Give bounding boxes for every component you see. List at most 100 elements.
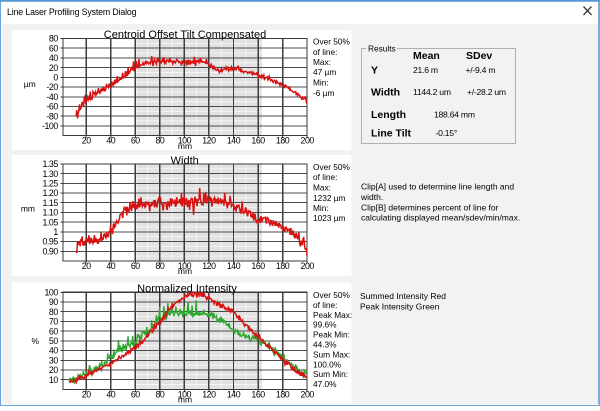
svg-text:Over 50%: Over 50% <box>313 290 351 300</box>
svg-text:mm: mm <box>178 141 192 151</box>
svg-text:Clip[B] determines percent of: Clip[B] determines percent of line for <box>361 202 499 212</box>
svg-text:0: 0 <box>53 73 58 83</box>
svg-text:120: 120 <box>202 136 216 146</box>
svg-text:Peak Intensity Green: Peak Intensity Green <box>360 301 440 311</box>
svg-text:20: 20 <box>49 63 58 73</box>
svg-text:Min:: Min: <box>313 203 329 213</box>
svg-text:1.15: 1.15 <box>42 198 58 208</box>
svg-text:40: 40 <box>49 53 58 63</box>
svg-text:mm: mm <box>178 395 192 405</box>
svg-text:20: 20 <box>82 261 91 271</box>
svg-text:200: 200 <box>301 136 315 146</box>
svg-text:1: 1 <box>53 227 58 237</box>
svg-text:calculating displayed mean/sde: calculating displayed mean/sdev/min/max. <box>361 213 520 223</box>
svg-text:of line:: of line: <box>313 300 337 310</box>
svg-text:Width: Width <box>171 155 199 167</box>
svg-text:1.30: 1.30 <box>42 169 58 179</box>
svg-text:+/-28.2 um: +/-28.2 um <box>467 87 506 97</box>
svg-text:100: 100 <box>178 261 192 271</box>
svg-text:+/-9.4 m: +/-9.4 m <box>466 65 496 75</box>
svg-text:60: 60 <box>131 389 140 399</box>
svg-text:188.64 mm: 188.64 mm <box>434 110 475 120</box>
svg-text:140: 140 <box>227 136 241 146</box>
svg-text:160: 160 <box>251 136 265 146</box>
svg-text:-80: -80 <box>46 111 58 121</box>
svg-text:70: 70 <box>49 317 58 327</box>
svg-text:10: 10 <box>49 375 58 385</box>
svg-text:160: 160 <box>251 389 265 399</box>
svg-text:Peak Min:: Peak Min: <box>313 330 350 340</box>
svg-text:Mean: Mean <box>413 50 440 62</box>
svg-text:SDev: SDev <box>466 50 492 62</box>
svg-text:100: 100 <box>178 389 192 399</box>
svg-text:40: 40 <box>106 261 115 271</box>
svg-text:-100: -100 <box>42 121 58 131</box>
svg-text:140: 140 <box>227 261 241 271</box>
svg-text:Centroid Offset Tilt Compensat: Centroid Offset Tilt Compensated <box>104 29 266 41</box>
svg-text:80: 80 <box>49 307 58 317</box>
svg-text:Over 50%: Over 50% <box>313 162 351 172</box>
svg-text:80: 80 <box>155 389 164 399</box>
svg-text:-20: -20 <box>46 82 58 92</box>
svg-text:60: 60 <box>131 261 140 271</box>
svg-text:140: 140 <box>227 389 241 399</box>
svg-text:40: 40 <box>106 136 115 146</box>
svg-text:Peak Max:: Peak Max: <box>313 310 352 320</box>
svg-text:Summed Intensity Red: Summed Intensity Red <box>360 291 446 301</box>
svg-text:40: 40 <box>106 389 115 399</box>
svg-text:Sum Max:: Sum Max: <box>313 349 350 359</box>
svg-text:of line:: of line: <box>313 172 337 182</box>
svg-text:180: 180 <box>276 136 290 146</box>
svg-text:Min:: Min: <box>313 78 329 88</box>
svg-text:30: 30 <box>49 355 58 365</box>
svg-text:Width: Width <box>371 87 400 99</box>
svg-text:Y: Y <box>371 65 378 77</box>
svg-text:180: 180 <box>276 261 290 271</box>
svg-text:1232 µm: 1232 µm <box>313 193 346 203</box>
svg-text:1144.2 um: 1144.2 um <box>413 87 451 97</box>
svg-text:1.35: 1.35 <box>42 159 58 169</box>
svg-text:%: % <box>31 336 39 346</box>
svg-text:120: 120 <box>202 389 216 399</box>
svg-text:-6 µm: -6 µm <box>313 88 334 98</box>
svg-text:20: 20 <box>82 389 91 399</box>
svg-text:Clip[A] used to determine line: Clip[A] used to determine line length an… <box>361 182 514 192</box>
svg-text:1.05: 1.05 <box>42 217 58 227</box>
svg-text:100.0%: 100.0% <box>313 359 342 369</box>
svg-text:60: 60 <box>49 326 58 336</box>
svg-text:99.6%: 99.6% <box>313 320 337 330</box>
svg-text:50: 50 <box>49 336 58 346</box>
svg-text:-0.15°: -0.15° <box>436 128 458 138</box>
svg-text:of line:: of line: <box>313 47 337 57</box>
svg-text:47 µm: 47 µm <box>313 67 336 77</box>
svg-text:Results: Results <box>368 44 396 54</box>
svg-text:Max:: Max: <box>313 57 331 67</box>
svg-text:80: 80 <box>155 136 164 146</box>
svg-text:20: 20 <box>49 365 58 375</box>
svg-text:-60: -60 <box>46 102 58 112</box>
svg-text:120: 120 <box>202 261 216 271</box>
svg-text:160: 160 <box>251 261 265 271</box>
svg-text:60: 60 <box>49 43 58 53</box>
svg-text:mm: mm <box>21 204 35 214</box>
svg-text:Over 50%: Over 50% <box>313 37 351 47</box>
svg-text:1.25: 1.25 <box>42 179 58 189</box>
svg-text:47.0%: 47.0% <box>313 379 337 389</box>
svg-text:44.3%: 44.3% <box>313 340 337 350</box>
svg-text:80: 80 <box>49 34 58 44</box>
svg-text:20: 20 <box>82 136 91 146</box>
svg-text:Line Laser Profiling System Di: Line Laser Profiling System Dialog <box>7 7 137 17</box>
svg-text:Length: Length <box>371 109 406 121</box>
svg-text:µm: µm <box>24 79 36 89</box>
svg-text:200: 200 <box>301 389 315 399</box>
svg-text:90: 90 <box>49 297 58 307</box>
svg-text:180: 180 <box>276 389 290 399</box>
svg-text:100: 100 <box>178 136 192 146</box>
svg-text:200: 200 <box>301 261 315 271</box>
svg-text:60: 60 <box>131 136 140 146</box>
svg-text:1.10: 1.10 <box>42 208 58 218</box>
svg-text:Normalized Intensity: Normalized Intensity <box>137 283 237 295</box>
svg-text:mm: mm <box>178 266 192 276</box>
svg-text:Sum Min:: Sum Min: <box>313 369 348 379</box>
svg-text:Line Tilt: Line Tilt <box>371 128 412 140</box>
